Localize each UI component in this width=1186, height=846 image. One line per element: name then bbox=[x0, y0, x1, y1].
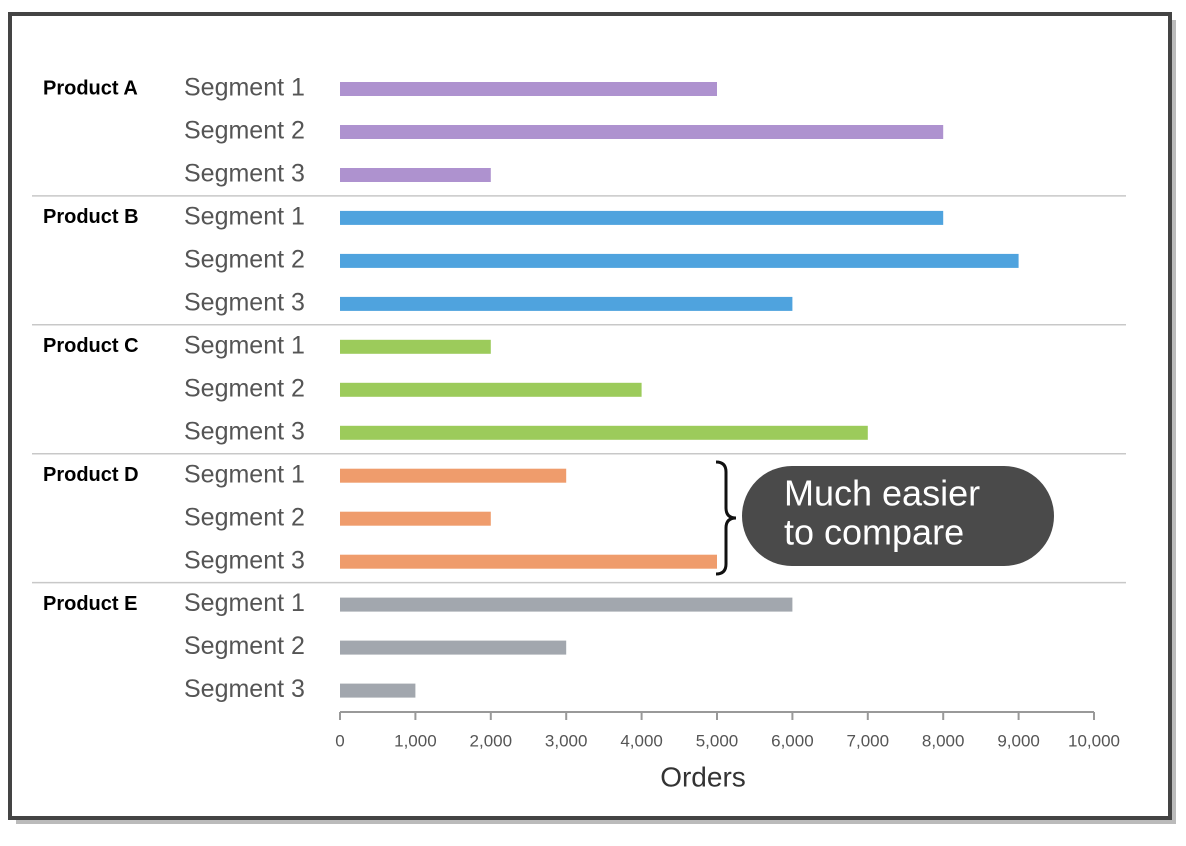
bar bbox=[340, 339, 491, 354]
x-tick-label: 8,000 bbox=[922, 731, 965, 750]
category-label: Segment 2 bbox=[184, 503, 305, 531]
category-label: Segment 2 bbox=[184, 246, 305, 274]
x-tick-label: 4,000 bbox=[620, 731, 663, 750]
frame bbox=[8, 12, 1172, 820]
x-tick-label: 10,000 bbox=[1068, 731, 1120, 750]
x-tick-label: 0 bbox=[335, 731, 344, 750]
bar bbox=[340, 640, 567, 655]
x-tick-label: 5,000 bbox=[696, 731, 739, 750]
category-label: Segment 3 bbox=[184, 546, 305, 574]
x-tick-label: 9,000 bbox=[997, 731, 1040, 750]
x-tick-label: 3,000 bbox=[545, 731, 588, 750]
x-tick-label: 6,000 bbox=[771, 731, 814, 750]
bar bbox=[340, 425, 868, 440]
bar bbox=[340, 82, 717, 96]
category-label: Segment 1 bbox=[184, 203, 305, 231]
category-label: Segment 2 bbox=[184, 117, 305, 145]
x-tick-label: 1,000 bbox=[394, 731, 437, 750]
group-label: Product E bbox=[43, 593, 137, 615]
bar bbox=[340, 253, 1019, 268]
category-label: Segment 1 bbox=[184, 74, 305, 102]
bar bbox=[340, 511, 491, 526]
category-label: Segment 2 bbox=[184, 632, 305, 660]
bar bbox=[340, 683, 416, 698]
x-axis-title: Orders bbox=[660, 761, 746, 792]
x-tick-label: 2,000 bbox=[470, 731, 513, 750]
bar bbox=[340, 554, 717, 569]
bar bbox=[340, 382, 642, 397]
category-label: Segment 2 bbox=[184, 374, 305, 402]
bar bbox=[340, 168, 491, 182]
annotation-bubble bbox=[742, 466, 1054, 566]
category-label: Segment 3 bbox=[184, 160, 305, 188]
x-tick-label: 7,000 bbox=[847, 731, 890, 750]
group-label: Product B bbox=[43, 206, 139, 228]
category-label: Segment 3 bbox=[184, 675, 305, 703]
bar bbox=[340, 210, 944, 225]
category-label: Segment 3 bbox=[184, 417, 305, 445]
group-label: Product C bbox=[43, 335, 139, 357]
bar bbox=[340, 125, 944, 139]
category-label: Segment 1 bbox=[184, 460, 305, 488]
annotation-line: to compare bbox=[784, 512, 964, 553]
category-label: Segment 1 bbox=[184, 589, 305, 617]
group-label: Product D bbox=[43, 464, 139, 486]
bracket bbox=[715, 460, 737, 576]
category-label: Segment 3 bbox=[184, 289, 305, 317]
bar bbox=[340, 468, 567, 483]
bar bbox=[340, 597, 793, 612]
category-label: Segment 1 bbox=[184, 331, 305, 359]
group-label: Product A bbox=[43, 77, 138, 99]
bar bbox=[340, 296, 793, 311]
annotation-line: Much easier bbox=[784, 473, 980, 514]
